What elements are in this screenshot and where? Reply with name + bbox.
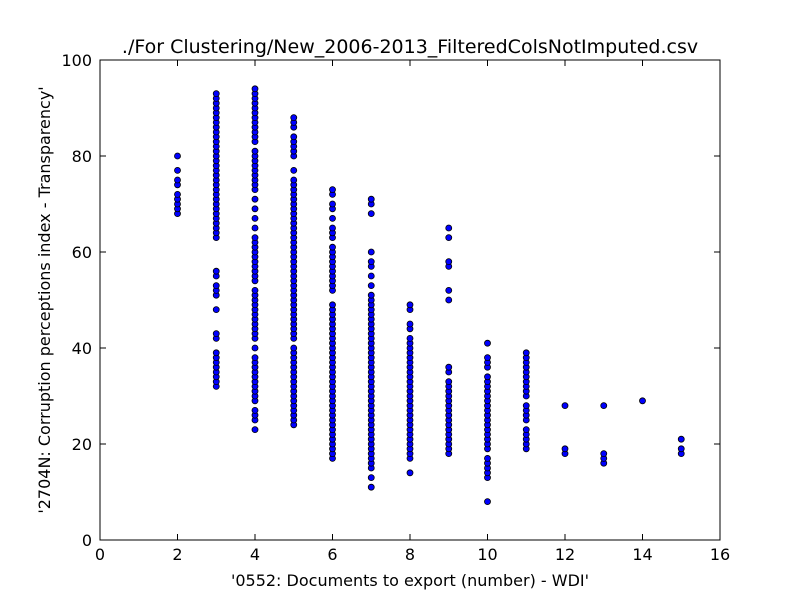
data-point [484,454,491,462]
data-point [174,166,181,174]
data-point [600,450,608,458]
data-point [251,286,259,294]
data-point [367,272,375,280]
data-point [251,354,259,362]
data-point [367,248,375,256]
data-point [212,282,220,290]
data-points [174,85,685,506]
data-point [406,320,414,328]
axis-ticks [99,59,721,541]
x-tick-label: 6 [327,545,337,564]
x-tick-label: 14 [632,545,652,564]
data-point [445,363,453,371]
data-point [290,344,298,352]
data-point [212,330,220,338]
data-point [329,214,336,222]
x-tick-label: 8 [405,545,415,564]
x-tick-label: 2 [172,545,182,564]
data-point [406,334,414,342]
data-point [251,234,259,242]
data-point [561,402,569,410]
data-point [329,186,336,194]
data-point [251,224,259,232]
data-point [251,205,259,213]
data-point [484,498,491,506]
data-point [290,114,298,121]
data-point [445,224,453,232]
x-tick-label: 12 [555,545,575,564]
data-point [212,267,220,275]
y-tick-label: 100 [61,51,92,70]
x-tick-label: 10 [477,545,497,564]
y-tick-label: 60 [72,243,92,262]
data-point [212,349,220,357]
data-point [522,402,530,410]
data-point [445,234,453,242]
data-point [561,445,569,453]
data-point [522,349,530,357]
plot-area [99,59,721,541]
data-point [484,354,491,362]
data-point [406,301,414,309]
data-point [212,306,220,314]
data-point [367,195,375,203]
x-tick-label: 0 [95,545,105,564]
data-point [212,90,220,97]
data-point [445,258,453,266]
data-point [290,133,298,141]
data-point [329,243,336,251]
y-axis-label: '2704N: Corruption perceptions index - T… [35,86,54,513]
y-tick-label: 40 [72,339,92,358]
data-point [677,435,685,443]
y-tick-label: 20 [72,435,92,454]
data-point [174,190,181,198]
data-point [367,282,375,290]
chart-title: ./For Clustering/New_2006-2013_FilteredC… [122,36,698,58]
data-point [290,176,298,184]
y-tick-label: 80 [72,147,92,166]
data-point [251,195,259,203]
data-point [484,373,491,381]
data-point [290,166,298,174]
data-point [522,426,530,434]
data-point [445,296,453,304]
data-point [251,344,259,352]
data-point [174,176,181,184]
data-point [406,469,414,477]
data-point [600,402,608,410]
data-point [251,147,259,155]
data-point [251,214,259,222]
x-tick-label: 16 [710,545,730,564]
x-tick-label: 4 [250,545,260,564]
data-point [329,224,336,232]
y-tick-label: 0 [82,531,92,550]
data-point [329,301,336,309]
data-point [367,474,375,482]
data-point [445,378,453,386]
data-point [251,85,259,93]
data-point [677,445,685,453]
data-point [367,210,375,218]
data-point [174,152,181,160]
data-point [367,291,375,299]
data-point [367,258,375,266]
x-axis-label: '0552: Documents to export (number) - WD… [231,571,589,590]
data-point [445,286,453,294]
data-point [639,397,646,405]
data-point [367,483,375,491]
data-point [251,406,259,414]
data-point [251,426,259,434]
data-point [484,339,491,347]
tick-labels: 0 2 4 6 8 10 12 14 16 0 20 40 60 80 100 [61,51,730,564]
data-point [329,200,336,208]
